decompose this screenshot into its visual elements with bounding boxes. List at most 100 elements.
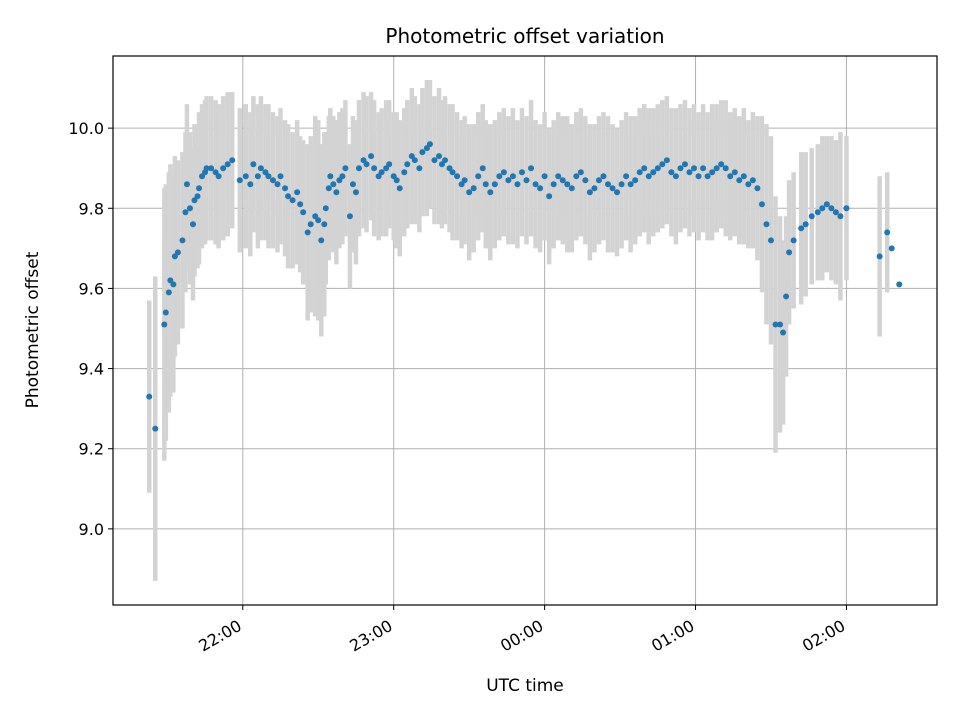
data-point	[352, 189, 359, 196]
data-point	[896, 281, 903, 288]
y-axis-ticks: 9.0 9.2 9.4 9.6 9.8 10.0	[68, 119, 113, 539]
data-point	[254, 173, 261, 180]
data-point	[668, 169, 675, 176]
data-point	[777, 321, 784, 328]
data-point	[285, 193, 292, 200]
data-point	[677, 165, 684, 172]
data-point	[325, 185, 332, 192]
data-point	[277, 173, 284, 180]
y-tick-label: 10.0	[68, 119, 104, 138]
data-point	[371, 165, 378, 172]
data-point	[186, 205, 193, 212]
data-point	[686, 169, 693, 176]
data-point	[454, 173, 461, 180]
data-point	[300, 209, 307, 216]
data-point	[297, 201, 304, 208]
data-point	[346, 213, 353, 220]
data-point	[289, 197, 296, 204]
data-point	[482, 181, 489, 188]
data-point	[541, 173, 548, 180]
data-point	[605, 181, 612, 188]
data-point	[220, 165, 227, 172]
data-point	[884, 229, 891, 236]
data-point	[411, 157, 418, 164]
data-point	[363, 161, 370, 168]
data-point	[174, 249, 181, 256]
data-point	[496, 173, 503, 180]
data-point	[318, 237, 325, 244]
data-point	[269, 177, 276, 184]
data-point	[330, 181, 337, 188]
data-point	[152, 425, 159, 432]
data-point	[393, 177, 400, 184]
data-point	[837, 213, 844, 220]
data-point	[247, 181, 254, 188]
data-point	[798, 225, 805, 232]
data-point	[780, 329, 787, 336]
data-point	[876, 253, 883, 260]
data-point	[505, 177, 512, 184]
data-point	[500, 169, 507, 176]
data-point	[718, 161, 725, 168]
data-point	[442, 157, 449, 164]
data-point	[466, 189, 473, 196]
data-point	[368, 153, 375, 160]
data-point	[182, 209, 189, 216]
data-point	[783, 293, 790, 300]
chart-title: Photometric offset variation	[385, 24, 664, 48]
data-point	[695, 173, 702, 180]
data-point	[250, 161, 257, 168]
data-point	[215, 173, 222, 180]
data-point	[843, 205, 850, 212]
data-point	[736, 177, 743, 184]
data-point	[183, 181, 190, 188]
data-point	[568, 185, 575, 192]
data-point	[208, 165, 215, 172]
data-point	[304, 229, 311, 236]
data-point	[179, 237, 186, 244]
data-point	[600, 173, 607, 180]
data-point	[546, 193, 553, 200]
data-point	[645, 173, 652, 180]
data-point	[194, 193, 201, 200]
y-tick-label: 9.4	[79, 360, 104, 379]
data-point	[307, 221, 314, 228]
data-point	[509, 173, 516, 180]
data-point	[401, 169, 408, 176]
data-point	[435, 153, 442, 160]
y-tick-label: 9.6	[79, 279, 104, 298]
data-point	[623, 173, 630, 180]
data-point	[532, 181, 539, 188]
data-point	[294, 189, 301, 196]
data-point	[663, 157, 670, 164]
data-point	[242, 173, 249, 180]
data-point	[758, 201, 765, 208]
data-point	[731, 169, 738, 176]
data-point	[802, 221, 809, 228]
data-point	[672, 173, 679, 180]
data-point	[659, 161, 666, 168]
data-point	[322, 205, 329, 212]
data-point	[573, 173, 580, 180]
data-point	[146, 393, 153, 400]
data-point	[614, 189, 621, 196]
data-point	[749, 177, 756, 184]
data-point	[591, 185, 598, 192]
data-point	[224, 161, 231, 168]
data-point	[819, 205, 826, 212]
data-point	[577, 169, 584, 176]
data-point	[339, 173, 346, 180]
data-point	[386, 161, 393, 168]
data-point	[161, 321, 168, 328]
data-point	[470, 185, 477, 192]
data-point	[582, 177, 589, 184]
data-point	[700, 165, 707, 172]
data-point	[449, 169, 456, 176]
data-point	[165, 289, 172, 296]
data-point	[772, 321, 779, 328]
data-point	[518, 169, 525, 176]
data-point	[641, 165, 648, 172]
data-point	[265, 173, 272, 180]
